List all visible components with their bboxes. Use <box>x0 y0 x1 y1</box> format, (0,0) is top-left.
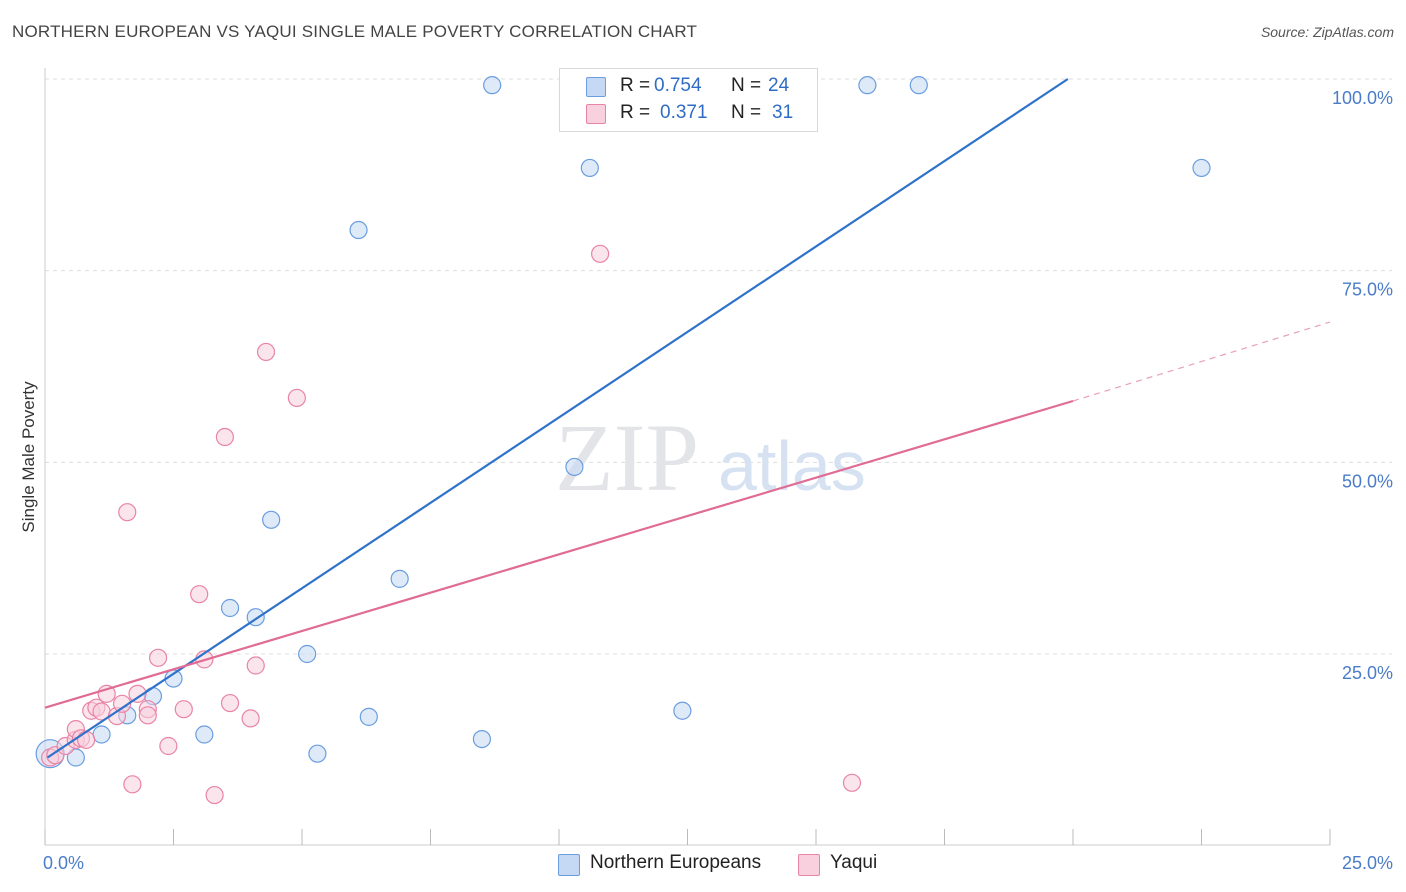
trend-line-yaqui <box>44 399 1074 709</box>
y-axis-label: Single Male Poverty <box>19 381 38 533</box>
data-point-yaqui <box>220 693 240 713</box>
trend-line-northern-european <box>46 78 1069 759</box>
watermark-atlas: atlas <box>718 427 866 505</box>
data-point-northern-european <box>220 598 240 618</box>
y-tick-label: 50.0% <box>1342 471 1393 491</box>
data-point-northern-european <box>673 701 692 720</box>
x-tick-label: 25.0% <box>1342 853 1393 873</box>
data-point-northern-european <box>195 725 214 744</box>
data-point-yaqui <box>148 648 168 667</box>
trend-lines <box>44 78 1331 759</box>
data-point-yaqui <box>591 244 610 263</box>
data-point-northern-european <box>262 510 281 529</box>
data-point-yaqui <box>138 706 157 725</box>
bottom-legend-label: Northern Europeans <box>590 852 762 873</box>
legend-r-value: 0.371 <box>660 102 708 123</box>
chart-title: NORTHERN EUROPEAN VS YAQUI SINGLE MALE P… <box>12 22 698 41</box>
data-point-northern-european <box>580 158 599 178</box>
data-point-yaqui <box>287 388 306 408</box>
watermark-zip: ZIP <box>555 404 699 511</box>
data-point-northern-european <box>390 569 409 588</box>
data-point-yaqui <box>241 709 260 728</box>
data-point-northern-european <box>909 76 928 95</box>
legend-n-label: N = <box>731 102 762 123</box>
data-point-northern-european <box>298 644 317 664</box>
gridlines <box>45 78 1392 655</box>
bottom-legend-swatch-yaqui <box>798 854 820 876</box>
data-point-northern-european <box>66 748 85 767</box>
x-tick-label: 0.0% <box>43 853 84 873</box>
data-point-northern-european <box>483 76 502 95</box>
data-point-yaqui <box>159 736 178 756</box>
data-point-yaqui <box>128 684 147 703</box>
trend-line-extension-yaqui <box>1072 321 1331 402</box>
data-point-yaqui <box>215 427 234 447</box>
axis-labels: 25.0% 50.0% 75.0% 100.0% 0.0% 25.0% Single Mal… <box>19 88 1393 873</box>
data-point-yaqui <box>77 730 96 749</box>
data-point-northern-european <box>858 76 877 95</box>
data-point-northern-european <box>308 744 327 763</box>
data-point-yaqui <box>842 773 862 792</box>
data-point-northern-european <box>359 707 378 726</box>
bottom-legend-swatch-northern-europeans <box>558 854 580 876</box>
axes <box>44 68 1331 846</box>
legend-swatch-northern-europeans <box>586 77 606 97</box>
data-point-northern-european <box>565 457 584 477</box>
legend-n-value: 24 <box>768 75 790 96</box>
data-point-yaqui <box>205 785 224 805</box>
data-point-yaqui <box>190 585 209 604</box>
data-point-yaqui <box>256 342 276 362</box>
y-tick-label: 25.0% <box>1342 663 1393 683</box>
data-points <box>35 76 1211 805</box>
data-point-northern-european <box>349 220 368 240</box>
legend-swatch-yaqui <box>586 104 606 124</box>
data-point-yaqui <box>174 700 193 719</box>
correlation-legend: R = 0.754 N = 24 R = 0.371 N = 31 <box>559 68 818 132</box>
y-tick-label: 100.0% <box>1332 88 1393 108</box>
legend-r-value: 0.754 <box>654 75 702 96</box>
data-point-northern-european <box>1192 158 1211 178</box>
data-point-northern-european <box>92 725 111 744</box>
data-point-yaqui <box>112 694 132 713</box>
chart-source: Source: ZipAtlas.com <box>1260 24 1394 40</box>
legend-r-label: R = <box>620 75 651 96</box>
data-point-yaqui <box>118 503 137 522</box>
data-point-yaqui <box>246 656 265 675</box>
legend-r-label: R = <box>620 102 651 123</box>
y-tick-label: 75.0% <box>1342 280 1393 300</box>
watermark: ZIP atlas <box>555 404 866 511</box>
legend-n-value: 31 <box>772 102 794 123</box>
data-point-northern-european <box>472 729 491 749</box>
legend-n-label: N = <box>731 75 762 96</box>
data-point-yaqui <box>123 775 142 794</box>
bottom-legend-label: Yaqui <box>830 852 878 873</box>
